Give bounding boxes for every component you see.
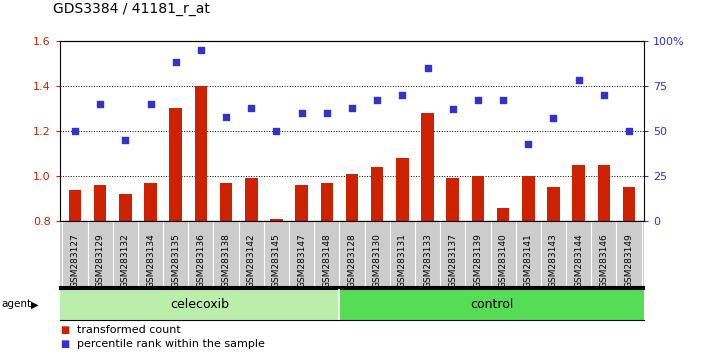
Bar: [598, 165, 610, 221]
Point: [598, 92, 610, 98]
Bar: [220, 183, 232, 221]
Bar: [170, 108, 182, 221]
Bar: [497, 208, 510, 221]
Bar: [371, 167, 384, 221]
Bar: [547, 187, 560, 221]
Point: [94, 101, 106, 107]
Point: [498, 97, 509, 103]
Text: GDS3384 / 41181_r_at: GDS3384 / 41181_r_at: [53, 2, 210, 16]
Bar: [69, 190, 81, 221]
Text: control: control: [470, 298, 513, 311]
Bar: [320, 183, 333, 221]
Text: ■: ■: [60, 339, 69, 349]
Bar: [472, 176, 484, 221]
Text: ▶: ▶: [31, 299, 39, 309]
Point: [548, 115, 559, 121]
Point: [397, 92, 408, 98]
Bar: [421, 113, 434, 221]
Point: [346, 105, 358, 110]
Point: [170, 59, 182, 65]
Bar: [446, 178, 459, 221]
Text: percentile rank within the sample: percentile rank within the sample: [77, 339, 265, 349]
Bar: [194, 86, 207, 221]
Bar: [60, 289, 339, 320]
Bar: [339, 289, 644, 320]
Bar: [522, 176, 534, 221]
Point: [69, 128, 80, 134]
Point: [220, 114, 232, 119]
Bar: [144, 183, 157, 221]
Point: [246, 105, 257, 110]
Point: [573, 78, 584, 83]
Point: [145, 101, 156, 107]
Point: [271, 128, 282, 134]
Bar: [119, 194, 132, 221]
Bar: [245, 178, 258, 221]
Point: [472, 97, 484, 103]
Bar: [270, 219, 283, 221]
Point: [120, 137, 131, 143]
Point: [372, 97, 383, 103]
Point: [624, 128, 635, 134]
Bar: [572, 165, 585, 221]
Point: [447, 107, 458, 112]
Bar: [94, 185, 106, 221]
Bar: [623, 187, 635, 221]
Text: ■: ■: [60, 325, 69, 335]
Text: celecoxib: celecoxib: [170, 298, 229, 311]
Bar: [396, 158, 408, 221]
Text: agent: agent: [1, 299, 32, 309]
Point: [422, 65, 433, 70]
Point: [296, 110, 307, 116]
Text: transformed count: transformed count: [77, 325, 181, 335]
Point: [195, 47, 206, 52]
Bar: [296, 185, 308, 221]
Point: [321, 110, 332, 116]
Point: [522, 141, 534, 147]
Bar: [346, 174, 358, 221]
